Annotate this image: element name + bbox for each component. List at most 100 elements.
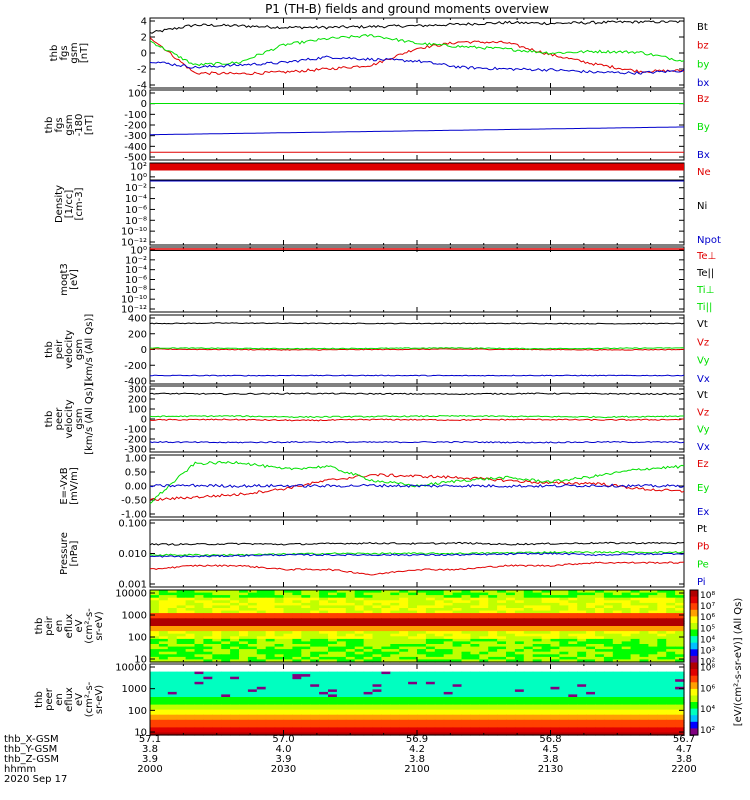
heatmap-cell (274, 729, 285, 733)
heatmap-cell (345, 595, 356, 599)
heatmap-cell (434, 592, 445, 596)
series-Pi (149, 552, 685, 558)
heatmap-cell (550, 684, 560, 688)
heatmap-cell (203, 602, 213, 607)
heatmap-cell (506, 613, 516, 617)
heatmap-cell (541, 679, 552, 683)
heatmap-cell (425, 592, 436, 596)
heatmap-cell (595, 644, 605, 648)
heatmap-cell (363, 651, 374, 655)
heatmap-cell (559, 684, 569, 688)
heatmap-cell (621, 719, 632, 723)
heatmap-cell (167, 623, 178, 627)
heatmap-cell (434, 595, 445, 599)
heatmap-cell (595, 712, 605, 716)
heatmap-cell (265, 732, 276, 736)
heatmap-cell (363, 633, 374, 637)
heatmap-cell (506, 669, 516, 673)
heatmap-cell (434, 679, 445, 683)
heatmap-cell (158, 610, 169, 614)
heatmap-cell (354, 636, 365, 640)
heatmap-cell (434, 590, 445, 594)
heatmap-cell (550, 638, 560, 643)
heatmap-cell (532, 644, 543, 648)
heatmap-cell (648, 712, 658, 716)
heatmap-cell (550, 702, 560, 706)
heatmap-cell (550, 644, 560, 648)
heatmap-cell (292, 602, 302, 607)
heatmap-cell (434, 620, 445, 625)
heatmap-cell (408, 674, 418, 678)
heatmap-cell (247, 605, 258, 609)
heatmap-cell (176, 714, 187, 718)
heatmap-cell (417, 659, 427, 663)
heatmap-cell (550, 610, 560, 614)
heatmap-cell (434, 732, 445, 736)
heatmap-cell (666, 676, 676, 680)
heatmap-cell (230, 722, 240, 726)
heatmap-cell (399, 694, 409, 698)
heatmap-cell (247, 729, 258, 733)
heatmap-cell (417, 600, 427, 604)
heatmap-cell (283, 684, 293, 688)
heatmap-cell (577, 628, 587, 632)
heatmap-cell (408, 694, 418, 698)
heatmap-cell (452, 727, 463, 731)
heatmap-cell (603, 659, 614, 663)
heatmap-cell (292, 590, 302, 594)
heatmap-cell (212, 646, 222, 650)
heatmap-cell (381, 610, 391, 614)
heatmap-cell (185, 613, 196, 617)
heatmap-cell (675, 651, 685, 655)
heatmap-cell (363, 674, 374, 678)
heatmap-cell (443, 646, 454, 650)
heatmap-cell (497, 656, 507, 661)
heatmap-cell (390, 694, 400, 698)
heatmap-cell (247, 654, 258, 658)
heatmap-cell (675, 724, 685, 728)
heatmap-cell (221, 666, 231, 670)
heatmap-cell (212, 620, 222, 625)
y-tick-label: -100 (124, 110, 147, 121)
heatmap-cell (541, 649, 552, 653)
heatmap-cell (381, 633, 391, 637)
heatmap-cell (212, 729, 222, 733)
heatmap-cell (470, 659, 480, 663)
heatmap-cell (666, 646, 676, 650)
heatmap-cell (603, 626, 614, 630)
heatmap-cell (666, 671, 676, 675)
heatmap-cell (336, 595, 347, 599)
heatmap-cell (586, 618, 596, 622)
heatmap-cell (301, 656, 311, 661)
heatmap-cell (203, 671, 213, 675)
heatmap-cell (150, 631, 160, 635)
heatmap-cell (247, 679, 258, 683)
heatmap-cell (221, 709, 231, 713)
heatmap-cell (523, 659, 534, 663)
heatmap-cell (577, 633, 587, 637)
heatmap-cell (256, 689, 267, 693)
heatmap-cell (425, 709, 436, 713)
heatmap-cell (265, 666, 276, 670)
heatmap-cell (630, 664, 641, 668)
heatmap-cell (559, 620, 569, 625)
heatmap-cell (577, 618, 587, 622)
heatmap-cell (425, 605, 436, 609)
heatmap-cell (283, 704, 293, 708)
heatmap-cell (666, 623, 676, 627)
heatmap-cell (194, 704, 204, 708)
heatmap-cell (372, 709, 382, 713)
heatmap-cell (399, 641, 409, 645)
heatmap-cell (167, 681, 178, 685)
heatmap-cell (265, 699, 276, 703)
heatmap-cell (194, 686, 204, 690)
heatmap-cell (639, 699, 649, 703)
heatmap-cell (230, 654, 240, 658)
heatmap-cell (194, 659, 204, 663)
heatmap-cell (595, 729, 605, 733)
heatmap-cell (328, 729, 338, 733)
heatmap-cell (292, 732, 302, 736)
heatmap-cell (390, 597, 400, 601)
heatmap-cell (506, 697, 516, 701)
heatmap-cell (265, 707, 276, 711)
